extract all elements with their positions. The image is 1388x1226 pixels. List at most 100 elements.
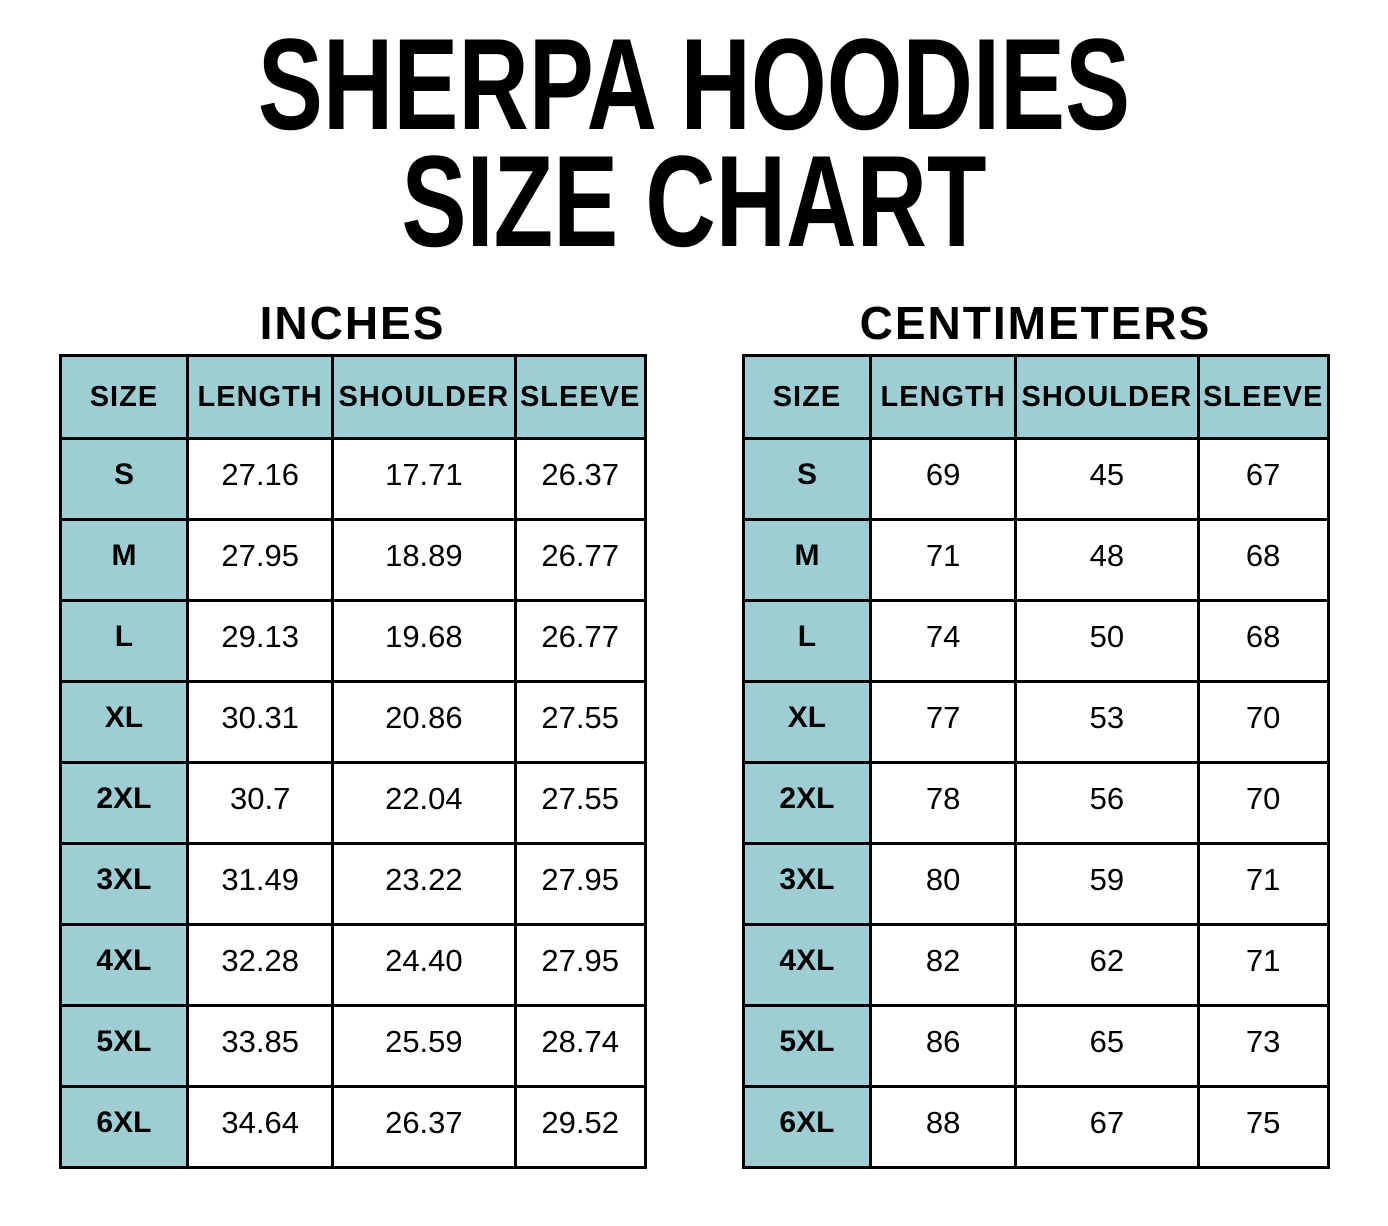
size-cell: 2XL bbox=[741, 761, 873, 845]
value-cell: 62 bbox=[1013, 923, 1200, 1007]
column-header: LENGTH bbox=[869, 354, 1017, 440]
value-cell: 27.95 bbox=[513, 923, 647, 1007]
table-row: 6XL 34.64 26.37 29.52 bbox=[58, 1085, 647, 1169]
column-header: SLEEVE bbox=[1196, 354, 1330, 440]
table-row: M 27.95 18.89 26.77 bbox=[58, 518, 647, 602]
size-cell: L bbox=[58, 599, 190, 683]
value-cell: 73 bbox=[1196, 1004, 1330, 1088]
table-row: 3XL 31.49 23.22 27.95 bbox=[58, 842, 647, 926]
value-cell: 50 bbox=[1013, 599, 1200, 683]
table-row: 6XL 88 67 75 bbox=[741, 1085, 1330, 1169]
value-cell: 26.77 bbox=[513, 599, 647, 683]
size-cell: 6XL bbox=[58, 1085, 190, 1169]
size-cell: M bbox=[741, 518, 873, 602]
table-row: 2XL 30.7 22.04 27.55 bbox=[58, 761, 647, 845]
value-cell: 20.86 bbox=[330, 680, 517, 764]
value-cell: 71 bbox=[869, 518, 1017, 602]
table-row: 4XL 82 62 71 bbox=[741, 923, 1330, 1007]
size-cell: S bbox=[741, 437, 873, 521]
tables-container: INCHES SIZE LENGTH SHOULDER SLEEVE S 27.16 17.… bbox=[0, 300, 1388, 1169]
value-cell: 80 bbox=[869, 842, 1017, 926]
column-header: SLEEVE bbox=[513, 354, 647, 440]
size-cell: XL bbox=[58, 680, 190, 764]
table-row: L 29.13 19.68 26.77 bbox=[58, 599, 647, 683]
page-title-line-2: SIZE CHART bbox=[401, 128, 987, 274]
value-cell: 23.22 bbox=[330, 842, 517, 926]
column-header: SHOULDER bbox=[1013, 354, 1200, 440]
value-cell: 27.55 bbox=[513, 680, 647, 764]
value-cell: 34.64 bbox=[186, 1085, 334, 1169]
size-cell: S bbox=[58, 437, 190, 521]
value-cell: 29.13 bbox=[186, 599, 334, 683]
size-cell: 5XL bbox=[741, 1004, 873, 1088]
value-cell: 25.59 bbox=[330, 1004, 517, 1088]
table-row: M 71 48 68 bbox=[741, 518, 1330, 602]
value-cell: 22.04 bbox=[330, 761, 517, 845]
value-cell: 45 bbox=[1013, 437, 1200, 521]
value-cell: 65 bbox=[1013, 1004, 1200, 1088]
page-title-line-1: SHERPA HOODIES bbox=[257, 11, 1131, 157]
value-cell: 48 bbox=[1013, 518, 1200, 602]
page-title: SHERPA HOODIES SIZE CHART bbox=[0, 11, 1388, 274]
size-cell: 3XL bbox=[741, 842, 873, 926]
table-row: S 27.16 17.71 26.37 bbox=[58, 437, 647, 521]
value-cell: 82 bbox=[869, 923, 1017, 1007]
value-cell: 77 bbox=[869, 680, 1017, 764]
value-cell: 30.31 bbox=[186, 680, 334, 764]
value-cell: 19.68 bbox=[330, 599, 517, 683]
value-cell: 24.40 bbox=[330, 923, 517, 1007]
table-row: 5XL 86 65 73 bbox=[741, 1004, 1330, 1088]
size-cell: M bbox=[58, 518, 190, 602]
value-cell: 70 bbox=[1196, 680, 1330, 764]
value-cell: 29.52 bbox=[513, 1085, 647, 1169]
size-cell: L bbox=[741, 599, 873, 683]
value-cell: 78 bbox=[869, 761, 1017, 845]
centimeters-section: CENTIMETERS SIZE LENGTH SHOULDER SLEEVE S 69 4… bbox=[741, 297, 1330, 1169]
centimeters-heading: CENTIMETERS bbox=[859, 297, 1212, 349]
column-header: SIZE bbox=[741, 354, 873, 440]
value-cell: 88 bbox=[869, 1085, 1017, 1169]
header-row: SIZE LENGTH SHOULDER SLEEVE bbox=[58, 354, 647, 440]
column-header: LENGTH bbox=[186, 354, 334, 440]
value-cell: 18.89 bbox=[330, 518, 517, 602]
value-cell: 27.95 bbox=[513, 842, 647, 926]
table-row: L 74 50 68 bbox=[741, 599, 1330, 683]
value-cell: 68 bbox=[1196, 518, 1330, 602]
value-cell: 74 bbox=[869, 599, 1017, 683]
value-cell: 53 bbox=[1013, 680, 1200, 764]
size-cell: 3XL bbox=[58, 842, 190, 926]
column-header: SIZE bbox=[58, 354, 190, 440]
value-cell: 17.71 bbox=[330, 437, 517, 521]
value-cell: 67 bbox=[1013, 1085, 1200, 1169]
inches-section: INCHES SIZE LENGTH SHOULDER SLEEVE S 27.16 17.… bbox=[58, 300, 647, 1169]
table-row: S 69 45 67 bbox=[741, 437, 1330, 521]
size-cell: 5XL bbox=[58, 1004, 190, 1088]
centimeters-table: SIZE LENGTH SHOULDER SLEEVE S 69 45 67 M 71 48 68 L 7… bbox=[741, 354, 1330, 1169]
table-row: 5XL 33.85 25.59 28.74 bbox=[58, 1004, 647, 1088]
value-cell: 26.37 bbox=[513, 437, 647, 521]
column-header: SHOULDER bbox=[330, 354, 517, 440]
value-cell: 28.74 bbox=[513, 1004, 647, 1088]
table-row: 3XL 80 59 71 bbox=[741, 842, 1330, 926]
size-cell: 4XL bbox=[741, 923, 873, 1007]
table-row: 4XL 32.28 24.40 27.95 bbox=[58, 923, 647, 1007]
value-cell: 67 bbox=[1196, 437, 1330, 521]
value-cell: 70 bbox=[1196, 761, 1330, 845]
table-row: XL 77 53 70 bbox=[741, 680, 1330, 764]
value-cell: 27.55 bbox=[513, 761, 647, 845]
value-cell: 75 bbox=[1196, 1085, 1330, 1169]
value-cell: 59 bbox=[1013, 842, 1200, 926]
inches-table: SIZE LENGTH SHOULDER SLEEVE S 27.16 17.71 26.37… bbox=[58, 354, 647, 1169]
value-cell: 56 bbox=[1013, 761, 1200, 845]
value-cell: 68 bbox=[1196, 599, 1330, 683]
value-cell: 69 bbox=[869, 437, 1017, 521]
value-cell: 26.77 bbox=[513, 518, 647, 602]
size-cell: XL bbox=[741, 680, 873, 764]
table-row: XL 30.31 20.86 27.55 bbox=[58, 680, 647, 764]
value-cell: 26.37 bbox=[330, 1085, 517, 1169]
value-cell: 30.7 bbox=[186, 761, 334, 845]
size-cell: 4XL bbox=[58, 923, 190, 1007]
size-cell: 6XL bbox=[741, 1085, 873, 1169]
size-cell: 2XL bbox=[58, 761, 190, 845]
value-cell: 27.95 bbox=[186, 518, 334, 602]
